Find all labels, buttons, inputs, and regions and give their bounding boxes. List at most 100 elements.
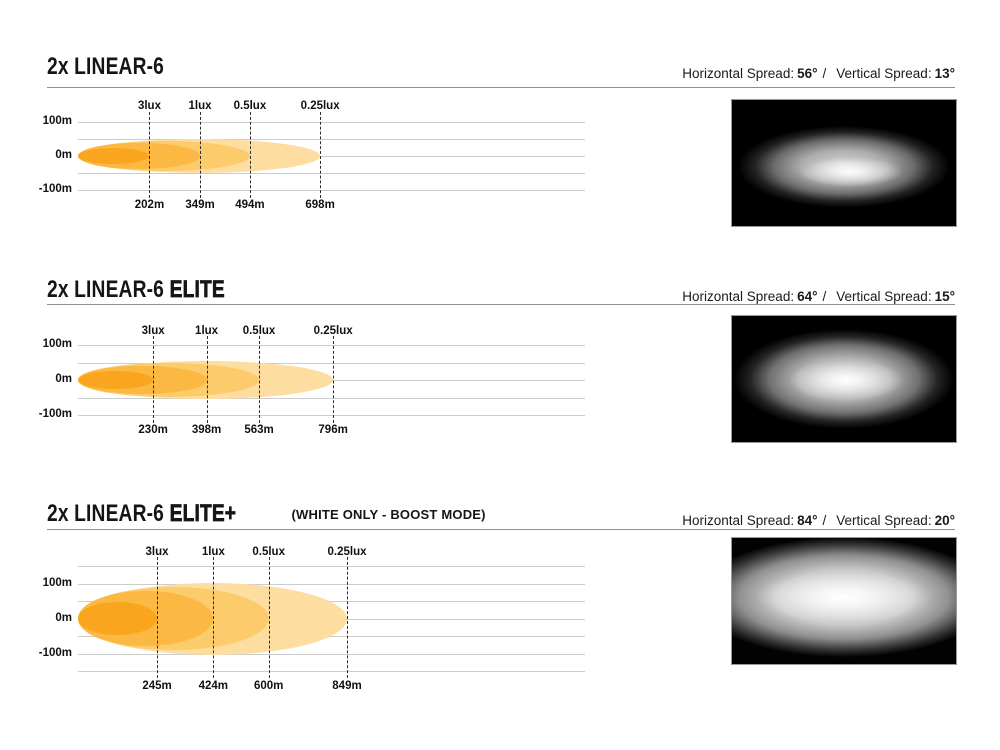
title-divider bbox=[47, 87, 955, 88]
title-divider bbox=[47, 304, 955, 305]
gridline bbox=[78, 156, 585, 157]
gridline bbox=[78, 345, 585, 346]
gridline bbox=[78, 122, 585, 123]
lux-level-label: 3lux bbox=[145, 546, 169, 558]
beam-photo bbox=[731, 99, 957, 227]
spread-stats: Horizontal Spread: 64° / Vertical Spread: 15… bbox=[682, 289, 955, 304]
lux-level-label: 0.25lux bbox=[327, 546, 367, 558]
lux-distance-line bbox=[149, 112, 151, 198]
y-axis-label: 100m bbox=[42, 115, 72, 127]
distance-label: 202m bbox=[134, 199, 165, 211]
distance-label: 349m bbox=[185, 199, 215, 211]
gridline bbox=[78, 636, 585, 637]
beam-ellipse-0.25lux bbox=[78, 361, 334, 399]
gridline bbox=[78, 173, 585, 174]
vertical-spread-label: Vertical Spread: bbox=[836, 289, 932, 304]
distance-label: 849m bbox=[332, 680, 362, 692]
beam-ellipse-0.25lux bbox=[78, 139, 321, 173]
beam-photo bbox=[731, 315, 957, 443]
beam-ellipse-1lux bbox=[78, 591, 214, 646]
lux-level-label: 0.5lux bbox=[233, 100, 267, 112]
lux-level-label: 1lux bbox=[195, 325, 219, 337]
gridline bbox=[78, 380, 585, 381]
lux-distance-line bbox=[259, 336, 261, 423]
lux-distance-line bbox=[157, 557, 159, 678]
gridline bbox=[78, 601, 585, 602]
distance-label: 698m bbox=[305, 199, 335, 211]
lux-distance-line bbox=[249, 112, 251, 198]
lux-distance-line bbox=[347, 557, 348, 678]
gridline bbox=[78, 618, 585, 620]
beam-ellipse-3lux bbox=[78, 148, 150, 164]
distance-label: 600m bbox=[253, 680, 284, 692]
gridline bbox=[78, 362, 585, 364]
distance-label: 424m bbox=[198, 680, 229, 692]
distance-label: 245m bbox=[142, 680, 172, 692]
beam-ellipse-3lux bbox=[78, 601, 158, 636]
horizontal-spread-label: Horizontal Spread: bbox=[682, 66, 795, 81]
lux-distance-line bbox=[213, 557, 215, 678]
horizontal-spread-value: 64° bbox=[797, 289, 818, 304]
section-title: 2x LINEAR-6 bbox=[47, 54, 193, 80]
beam-ellipse-0.5lux bbox=[78, 141, 250, 171]
lux-distance-line bbox=[320, 112, 322, 198]
y-axis-label: 0m bbox=[55, 373, 72, 385]
vertical-spread-value: 13° bbox=[934, 66, 955, 81]
section-title: 2x LINEAR-6 ELITE+ (WHITE ONLY - BOOST MOD… bbox=[47, 500, 486, 528]
spread-separator: / bbox=[822, 66, 827, 81]
section-title-variant: ELITE+ bbox=[169, 500, 237, 527]
lux-level-label: 3lux bbox=[141, 325, 165, 337]
lux-level-label: 0.5lux bbox=[242, 325, 276, 337]
y-axis-label: 0m bbox=[55, 611, 72, 624]
lux-distance-line bbox=[153, 336, 155, 423]
section-title-note: (WHITE ONLY - BOOST MODE) bbox=[291, 507, 486, 522]
section-title-base: 2x LINEAR-6 bbox=[47, 53, 164, 80]
gridline bbox=[78, 415, 585, 416]
distance-label: 796m bbox=[318, 424, 348, 436]
lux-distance-line bbox=[200, 112, 202, 198]
spread-stats: Horizontal Spread: 84° / Vertical Spread: 20… bbox=[682, 513, 955, 528]
lux-distance-line bbox=[333, 336, 335, 423]
beam-ellipse-3lux bbox=[78, 371, 154, 389]
section-title-base: 2x LINEAR-6 bbox=[47, 276, 164, 303]
spread-separator: / bbox=[822, 513, 827, 528]
vertical-spread-label: Vertical Spread: bbox=[836, 513, 932, 528]
lux-level-label: 1lux bbox=[201, 546, 225, 558]
section-title: 2x LINEAR-6 ELITE bbox=[47, 276, 269, 303]
y-axis-label: -100m bbox=[38, 646, 72, 659]
horizontal-spread-value: 84° bbox=[797, 513, 818, 528]
gridline bbox=[78, 190, 585, 191]
y-axis-label: 100m bbox=[42, 338, 72, 350]
lux-level-label: 0.5lux bbox=[252, 546, 285, 558]
vertical-spread-value: 15° bbox=[934, 289, 955, 304]
spread-stats: Horizontal Spread: 56° / Vertical Spread: 13… bbox=[682, 66, 955, 81]
gridline bbox=[78, 583, 585, 585]
beam-ellipse-1lux bbox=[78, 143, 201, 169]
beam-ellipse-0.5lux bbox=[78, 586, 269, 651]
horizontal-spread-value: 56° bbox=[797, 66, 818, 81]
y-axis-label: 0m bbox=[55, 149, 72, 161]
distance-label: 563m bbox=[244, 424, 274, 436]
lux-level-label: 0.25lux bbox=[313, 325, 353, 337]
section-title-base: 2x LINEAR-6 bbox=[47, 500, 164, 527]
lux-level-label: 1lux bbox=[188, 100, 212, 112]
gridline bbox=[78, 671, 585, 672]
distance-label: 494m bbox=[235, 199, 265, 211]
gridline bbox=[78, 397, 585, 399]
y-axis-label: -100m bbox=[38, 408, 72, 420]
vertical-spread-label: Vertical Spread: bbox=[836, 66, 932, 81]
horizontal-spread-label: Horizontal Spread: bbox=[682, 513, 795, 528]
lux-level-label: 3lux bbox=[137, 100, 161, 112]
gridline bbox=[78, 139, 585, 140]
title-divider bbox=[47, 529, 955, 530]
beam-ellipse-1lux bbox=[78, 365, 207, 395]
vertical-spread-value: 20° bbox=[934, 513, 955, 528]
gridline bbox=[78, 653, 585, 655]
spread-separator: / bbox=[822, 289, 827, 304]
lux-level-label: 0.25lux bbox=[300, 100, 340, 112]
distance-label: 398m bbox=[191, 424, 222, 436]
distance-label: 230m bbox=[138, 424, 168, 436]
horizontal-spread-label: Horizontal Spread: bbox=[682, 289, 795, 304]
beam-ellipse-0.5lux bbox=[78, 363, 260, 397]
